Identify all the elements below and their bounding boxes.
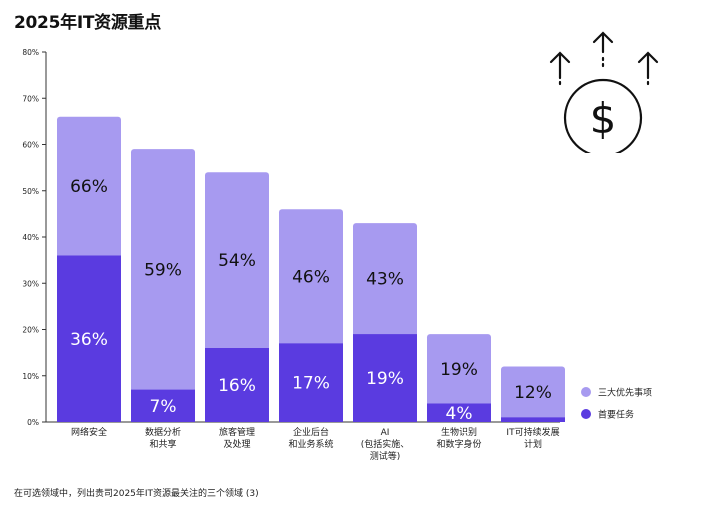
category-label: IT可持续发展 [506,426,559,438]
bar-first [427,403,491,422]
y-tick-label: 40% [22,233,39,242]
chart-title: 2025年IT资源重点 [14,13,161,33]
data-label-top3: 59% [144,260,182,280]
data-label-first: 17% [292,374,330,394]
y-tick-label: 30% [22,279,39,288]
legend-label: 首要任务 [598,409,634,421]
data-label-top3: 54% [218,251,256,271]
money-growth-icon: $ [549,31,659,153]
category-label: 旅客管理 [219,426,255,438]
legend-label: 三大优先事项 [598,387,652,399]
data-label-top3: 19% [440,360,478,380]
category-label: 企业后台 [293,426,329,438]
category-label: AI [381,428,390,438]
y-tick-label: 70% [22,94,39,103]
category-label: 网络安全 [71,426,107,438]
category-label: (包括实施、 [361,438,410,450]
data-label-first: 7% [150,397,177,417]
category-label: 生物识别 [441,426,477,438]
bar-first [131,389,195,422]
y-tick-label: 0% [27,418,39,427]
bar-top3 [427,334,491,422]
category-label: 和数字身份 [436,438,481,450]
category-label: 和共享 [149,438,176,450]
data-label-top3: 66% [70,177,108,197]
bar-chart: 0% 10% 20% 30% 40% 50% 60% 70% 80% 66% 36% 网络安全 59% 7… [22,48,652,462]
y-tick-label: 50% [22,187,39,196]
bar-first [57,255,121,422]
footnote: 在可选领域中，列出贵司2025年IT资源最关注的三个领域 (3) [14,489,259,499]
category-label: 及处理 [223,438,250,450]
legend-swatch [581,387,591,397]
category-label: 数据分析 [145,426,181,438]
data-label-first: 4% [446,404,473,424]
bar-top3 [131,149,195,422]
category-label: 和业务系统 [288,438,333,450]
y-tick-label: 20% [22,326,39,335]
data-label-first: 19% [366,369,404,389]
data-label-first: 36% [70,330,108,350]
category-label: 测试等) [370,450,401,462]
data-label-top3: 46% [292,267,330,287]
svg-text:$: $ [590,94,617,143]
category-label: 计划 [524,438,542,450]
legend-swatch [581,409,591,419]
data-label-top3: 12% [514,383,552,403]
data-label-first: 16% [218,376,256,396]
bar-top3 [501,366,565,422]
bar-first [279,343,343,422]
bar-first [205,348,269,422]
bar-first [353,334,417,422]
data-label-top3: 43% [366,270,404,290]
y-tick-label: 10% [22,372,39,381]
y-tick-label: 60% [22,141,39,150]
y-tick-label: 80% [22,48,39,57]
bar-first [501,417,565,422]
